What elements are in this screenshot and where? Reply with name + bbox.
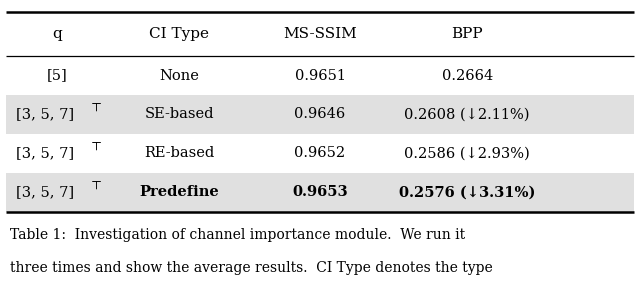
Text: 0.9651: 0.9651 [294, 69, 346, 83]
Text: 0.9653: 0.9653 [292, 185, 348, 199]
Text: CI Type: CI Type [149, 27, 209, 41]
Text: ⊤: ⊤ [90, 140, 102, 153]
Text: [3, 5, 7]: [3, 5, 7] [16, 185, 74, 199]
Text: BPP: BPP [451, 27, 483, 41]
Text: 0.9646: 0.9646 [294, 107, 346, 122]
Text: RE-based: RE-based [144, 146, 214, 160]
Text: [5]: [5] [47, 69, 68, 83]
Text: ⊤: ⊤ [90, 101, 102, 114]
Text: 0.2608 (↓2.11%): 0.2608 (↓2.11%) [404, 107, 530, 122]
Text: SE-based: SE-based [145, 107, 214, 122]
Bar [6, 173, 634, 212]
Text: None: None [159, 69, 199, 83]
Text: Table 1:  Investigation of channel importance module.  We run it: Table 1: Investigation of channel import… [10, 228, 465, 242]
Text: 0.2586 (↓2.93%): 0.2586 (↓2.93%) [404, 146, 530, 160]
Text: 0.2664: 0.2664 [442, 69, 493, 83]
Text: MS-SSIM: MS-SSIM [283, 27, 357, 41]
Text: 0.2576 (↓3.31%): 0.2576 (↓3.31%) [399, 185, 536, 199]
Text: q: q [52, 27, 63, 41]
Bar [6, 95, 634, 134]
Text: ⊤: ⊤ [90, 179, 102, 192]
Text: three times and show the average results.  CI Type denotes the type: three times and show the average results… [10, 261, 492, 275]
Text: 0.9652: 0.9652 [294, 146, 346, 160]
Text: [3, 5, 7]: [3, 5, 7] [16, 146, 74, 160]
Text: Predefine: Predefine [140, 185, 219, 199]
Text: [3, 5, 7]: [3, 5, 7] [16, 107, 74, 122]
